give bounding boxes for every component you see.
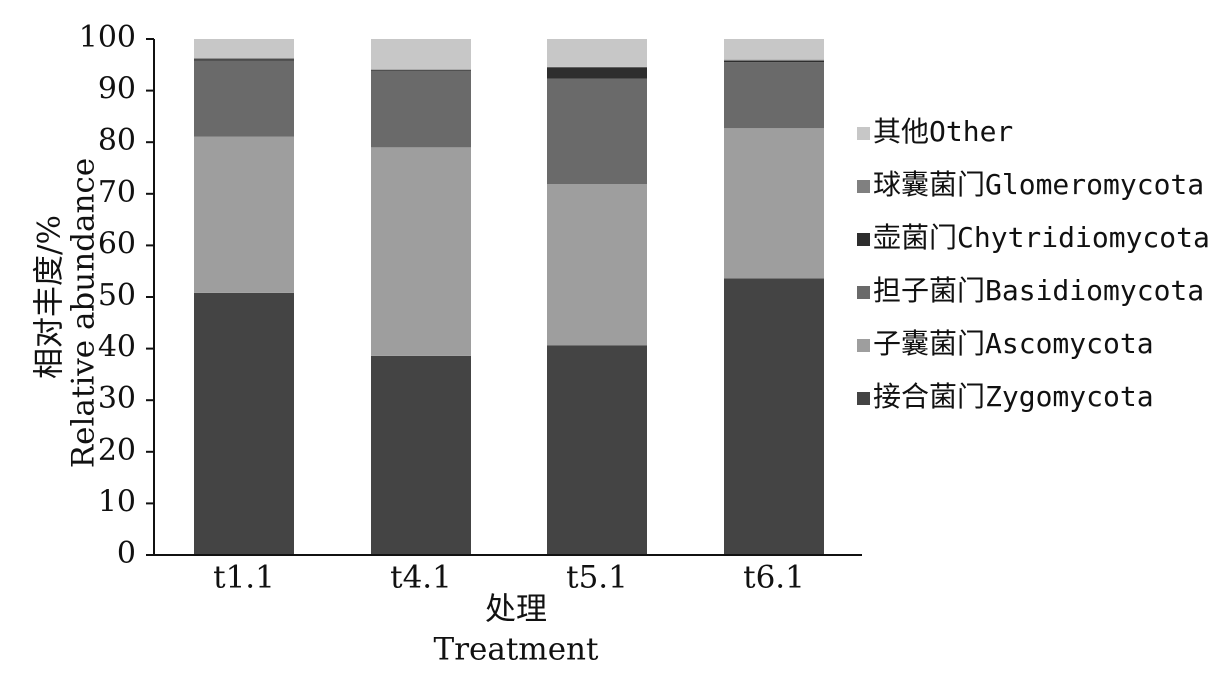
legend-entry-5: 其他Other bbox=[857, 115, 1013, 148]
x-tick-label-t4-1: t4.1 bbox=[390, 560, 452, 596]
y-axis-title-line-1: 相对丰度/% bbox=[32, 215, 68, 379]
legend-entry-3: 壶菌门Chytridiomycota bbox=[857, 221, 1210, 254]
y-tick-label-50: 50 bbox=[98, 278, 136, 313]
legend-entry-2: 担子菌门Basidiomycota bbox=[857, 274, 1204, 307]
y-tick-label-90: 90 bbox=[98, 72, 136, 107]
y-tick-label-30: 30 bbox=[98, 381, 136, 416]
legend-label-0: 接合菌门Zygomycota bbox=[873, 380, 1154, 413]
y-tick-label-70: 70 bbox=[98, 175, 136, 210]
bar-segment-t4-1-series-1 bbox=[371, 147, 471, 356]
y-tick-label-80: 80 bbox=[98, 123, 136, 158]
y-tick-label-10: 10 bbox=[98, 484, 136, 519]
legend-label-5: 其他Other bbox=[873, 115, 1013, 148]
legend-entry-4: 球囊菌门Glomeromycota bbox=[857, 168, 1204, 201]
bar-segment-t1-1-series-0 bbox=[194, 292, 294, 555]
bar-segment-t6-1-series-0 bbox=[724, 278, 824, 555]
bar-segment-t4-1-series-3 bbox=[371, 69, 471, 71]
bar-segment-t4-1-series-5 bbox=[371, 39, 471, 70]
y-tick-label-0: 0 bbox=[117, 536, 136, 571]
y-tick-label-20: 20 bbox=[98, 433, 136, 468]
bar-segment-t6-1-series-3 bbox=[724, 60, 824, 63]
bars-layer bbox=[194, 39, 824, 555]
y-tick-label-60: 60 bbox=[98, 226, 136, 261]
y-ticks-layer: 0 10 20 30 40 50 60 70 80 90 100 bbox=[79, 20, 154, 571]
legend-label-2: 担子菌门Basidiomycota bbox=[873, 274, 1204, 307]
x-axis-title-line-1: 处理 bbox=[485, 592, 547, 628]
legend-swatch-5 bbox=[857, 127, 870, 140]
x-tick-label-t5-1: t5.1 bbox=[566, 560, 628, 596]
bar-segment-t4-1-series-0 bbox=[371, 355, 471, 555]
bar-segment-t5-1-series-1 bbox=[547, 183, 647, 346]
bar-segment-t1-1-series-4 bbox=[194, 58, 294, 60]
legend-label-1: 子囊菌门Ascomycota bbox=[873, 327, 1154, 360]
bar-segment-t4-1-series-2 bbox=[371, 70, 471, 148]
bar-segment-t1-1-series-2 bbox=[194, 60, 294, 137]
bar-segment-t5-1-series-2 bbox=[547, 78, 647, 184]
bar-segment-t4-1-series-4 bbox=[371, 69, 471, 70]
x-tick-label-t6-1: t6.1 bbox=[743, 560, 805, 596]
x-axis-title-line-2: Treatment bbox=[434, 632, 599, 668]
bar-segment-t5-1-series-0 bbox=[547, 345, 647, 555]
y-tick-label-40: 40 bbox=[98, 330, 136, 365]
bar-segment-t6-1-series-1 bbox=[724, 128, 824, 279]
legend-swatch-1 bbox=[857, 339, 870, 352]
x-axis-title: 处理 Treatment bbox=[434, 592, 599, 668]
legend-entry-0: 接合菌门Zygomycota bbox=[857, 380, 1154, 413]
bar-segment-t6-1-series-2 bbox=[724, 62, 824, 129]
legend-entry-1: 子囊菌门Ascomycota bbox=[857, 327, 1154, 360]
x-tick-label-t1-1: t1.1 bbox=[213, 560, 275, 596]
legend-label-4: 球囊菌门Glomeromycota bbox=[873, 168, 1204, 201]
x-ticks-layer: t1.1 t4.1 t5.1 t6.1 bbox=[213, 560, 805, 596]
bar-segment-t5-1-series-5 bbox=[547, 39, 647, 67]
y-axis-title-line-2: Relative abundance bbox=[66, 158, 102, 468]
legend-swatch-2 bbox=[857, 286, 870, 299]
y-axis-title: 相对丰度/% Relative abundance bbox=[32, 158, 102, 468]
bar-segment-t6-1-series-5 bbox=[724, 39, 824, 60]
bar-segment-t6-1-series-4 bbox=[724, 59, 824, 61]
legend-swatch-0 bbox=[857, 392, 870, 405]
bar-segment-t1-1-series-5 bbox=[194, 39, 294, 59]
bar-segment-t1-1-series-3 bbox=[194, 59, 294, 61]
bar-segment-t5-1-series-4 bbox=[547, 66, 647, 68]
bar-segment-t1-1-series-1 bbox=[194, 136, 294, 293]
bar-segment-t5-1-series-3 bbox=[547, 67, 647, 79]
y-tick-label-100: 100 bbox=[79, 20, 136, 55]
legend-label-3: 壶菌门Chytridiomycota bbox=[873, 221, 1210, 254]
legend: 其他Other 球囊菌门Glomeromycota 壶菌门Chytridiomyco… bbox=[857, 115, 1210, 413]
legend-swatch-4 bbox=[857, 180, 870, 193]
legend-swatch-3 bbox=[857, 233, 870, 246]
